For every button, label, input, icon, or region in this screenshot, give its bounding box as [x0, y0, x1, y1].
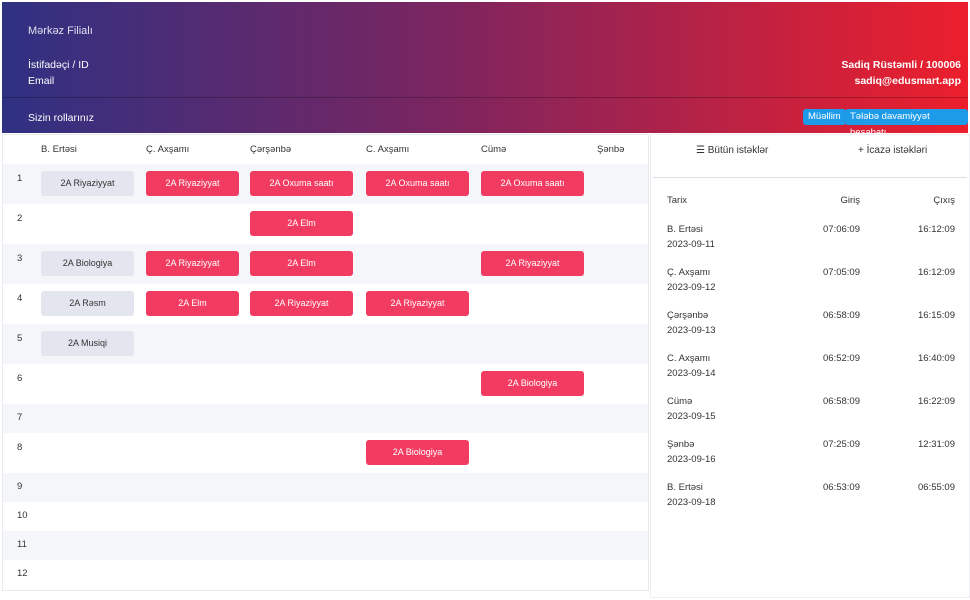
row-number: 4 [17, 293, 23, 304]
tab-divider [653, 177, 967, 178]
lesson-cell[interactable]: 2A Riyaziyyat [250, 291, 353, 316]
lesson-cell[interactable]: 2A Riyaziyyat [41, 171, 134, 196]
check-in: 06:58:09 [823, 310, 860, 321]
check-out: 16:40:09 [918, 353, 955, 364]
schedule-row: 8 2A Biologiya [3, 433, 648, 473]
tab[interactable]: ☰ Bütün istəklər [696, 145, 769, 156]
day: B. Ertəsi [667, 224, 703, 235]
row-number: 2 [17, 213, 23, 224]
date: 2023-09-16 [667, 454, 716, 465]
schedule-row: 6 2A Biologiya [3, 364, 648, 404]
schedule-row: 12 [3, 560, 648, 589]
column-header: Cümə [481, 144, 507, 155]
day: B. Ertəsi [667, 482, 703, 493]
row-number: 10 [17, 510, 28, 521]
check-in: 06:52:09 [823, 353, 860, 364]
schedule: B. Ertəsi Ç. Axşamı Çərşənbə C. Axşamı Cümə Ş… [2, 134, 649, 591]
column-header: Çərşənbə [250, 144, 292, 155]
date: 2023-09-18 [667, 497, 716, 508]
row-number: 7 [17, 412, 23, 423]
day: C. Axşamı [667, 353, 711, 364]
user-email: sadiq@edusmart.app [854, 75, 961, 87]
check-in: 07:06:09 [823, 224, 860, 235]
lesson-cell[interactable]: 2A Oxuma saatı [250, 171, 353, 196]
tab-label: Bütün istəklər [707, 145, 769, 156]
schedule-row: 9 [3, 473, 648, 502]
check-out: 12:31:09 [918, 439, 955, 450]
lesson-cell[interactable]: 2A Riyaziyyat [366, 291, 469, 316]
schedule-row: 10 [3, 502, 648, 531]
date: 2023-09-13 [667, 325, 716, 336]
check-out: 06:55:09 [918, 482, 955, 493]
lesson-cell[interactable]: 2A Riyaziyyat [481, 251, 584, 276]
roles-label: Sizin rollarınız [28, 112, 94, 124]
date: 2023-09-15 [667, 411, 716, 422]
column-header: Çıxış [933, 195, 955, 206]
tab-label: İcazə istəkləri [866, 145, 928, 156]
date: 2023-09-11 [667, 239, 715, 250]
check-in: 07:05:09 [823, 267, 860, 278]
column-header: Şənbə [597, 144, 625, 155]
row-number: 6 [17, 373, 23, 384]
lesson-cell[interactable]: 2A Biologiya [41, 251, 134, 276]
check-out: 16:12:09 [918, 224, 955, 235]
lesson-cell[interactable]: 2A Rəsm [41, 291, 134, 316]
email-label: Email [28, 75, 55, 87]
day: Cümə [667, 396, 693, 407]
check-out: 16:22:09 [918, 396, 955, 407]
lesson-cell[interactable]: 2A Biologiya [366, 440, 469, 465]
date: 2023-09-12 [667, 282, 716, 293]
row-number: 8 [17, 442, 23, 453]
row-number: 5 [17, 333, 23, 344]
user-label: İstifadəçi / ID [28, 59, 89, 71]
column-header: Ç. Axşamı [146, 144, 190, 155]
user-name: Sadiq Rüstəmli / 100006 [841, 59, 961, 71]
role-button[interactable]: Tələbə davamiyyət hesabatı [845, 109, 968, 138]
schedule-row: 2 2A Elm [3, 204, 648, 244]
lesson-cell[interactable]: 2A Riyaziyyat [146, 251, 239, 276]
header: Mərkəz Filialı İstifadəçi / ID Email Sad… [2, 2, 968, 138]
lesson-cell[interactable]: 2A Elm [250, 211, 353, 236]
column-header: C. Axşamı [366, 144, 410, 155]
column-header: Giriş [840, 195, 860, 206]
schedule-row: 11 [3, 531, 648, 560]
lesson-cell[interactable]: 2A Elm [146, 291, 239, 316]
lesson-cell[interactable]: 2A Riyaziyyat [146, 171, 239, 196]
role-button[interactable]: Müəllim [803, 109, 846, 125]
day: Ç. Axşamı [667, 267, 711, 278]
schedule-row: 1 2A Riyaziyyat 2A Riyaziyyat 2A Oxuma saat… [3, 164, 648, 204]
column-header: Tarix [667, 195, 688, 206]
check-out: 16:15:09 [918, 310, 955, 321]
attendance: ☰ Bütün istəklər + İcazə istəkləri Tarix… [650, 134, 970, 598]
row-number: 9 [17, 481, 23, 492]
row-number: 11 [17, 539, 27, 550]
day: Şənbə [667, 439, 695, 450]
branch: Mərkəz Filialı [28, 25, 93, 37]
lesson-cell[interactable]: 2A Oxuma saatı [481, 171, 584, 196]
schedule-row: 5 2A Musiqi [3, 324, 648, 364]
check-out: 16:12:09 [918, 267, 955, 278]
schedule-row: 3 2A Biologiya 2A Riyaziyyat 2A Elm 2A Riyaz… [3, 244, 648, 284]
row-number: 12 [17, 568, 28, 579]
lesson-cell[interactable]: 2A Biologiya [481, 371, 584, 396]
row-number: 3 [17, 253, 23, 264]
row-number: 1 [17, 173, 23, 184]
day: Çərşənbə [667, 310, 709, 321]
divider [2, 97, 968, 98]
lesson-cell[interactable]: 2A Elm [250, 251, 353, 276]
schedule-row: 7 [3, 404, 648, 433]
schedule-row: 4 2A Rəsm 2A Elm 2A Riyaziyyat 2A Riyaziyyat [3, 284, 648, 324]
check-in: 07:25:09 [823, 439, 860, 450]
check-in: 06:53:09 [823, 482, 860, 493]
date: 2023-09-14 [667, 368, 716, 379]
tab[interactable]: + İcazə istəkləri [858, 145, 928, 156]
lesson-cell[interactable]: 2A Musiqi [41, 331, 134, 356]
lesson-cell[interactable]: 2A Oxuma saatı [366, 171, 469, 196]
column-header: B. Ertəsi [41, 144, 77, 155]
check-in: 06:58:09 [823, 396, 860, 407]
